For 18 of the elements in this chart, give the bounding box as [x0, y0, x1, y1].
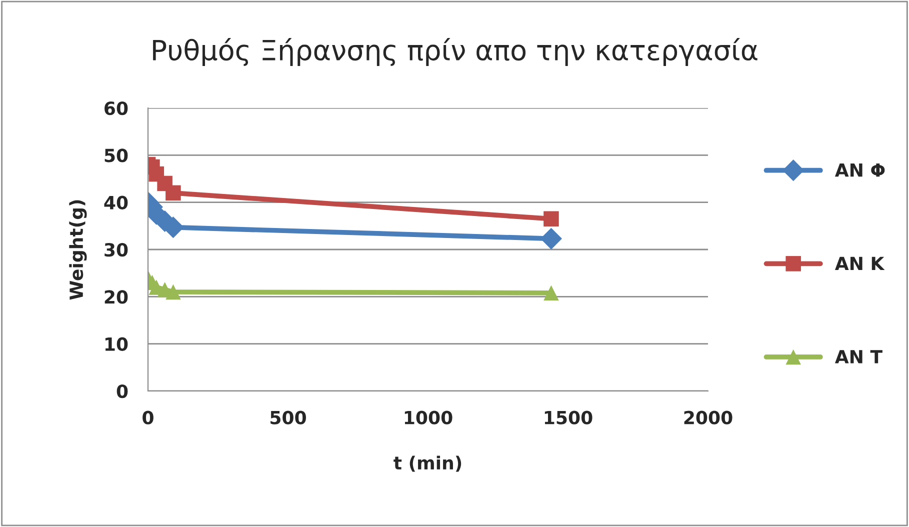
y-tick-label: 0 [116, 384, 128, 398]
y-tick-label: 40 [104, 196, 128, 210]
legend-label: AN K [834, 256, 885, 270]
x-tick-label: 2000 [684, 410, 732, 424]
x-tick-label: 1000 [404, 410, 452, 424]
x-tick-label: 0 [142, 410, 154, 424]
y-tick-label: 10 [105, 337, 128, 351]
legend-label: AN T [834, 350, 882, 364]
x-tick-label: 500 [270, 410, 306, 424]
chart-title: Ρυθμός Ξήρανσης πρίν απο την κατεργασία [153, 38, 758, 66]
y-tick-label: 20 [104, 290, 128, 304]
y-tick-label: 60 [104, 101, 128, 116]
x-tick-label: 1500 [544, 410, 592, 424]
y-tick-label: 30 [104, 242, 128, 257]
y-tick-label: 50 [104, 148, 128, 162]
legend-label: AN Φ [834, 164, 885, 177]
y-axis-title: Weight(g) [69, 200, 87, 300]
x-axis-title: t (min) [394, 456, 462, 472]
